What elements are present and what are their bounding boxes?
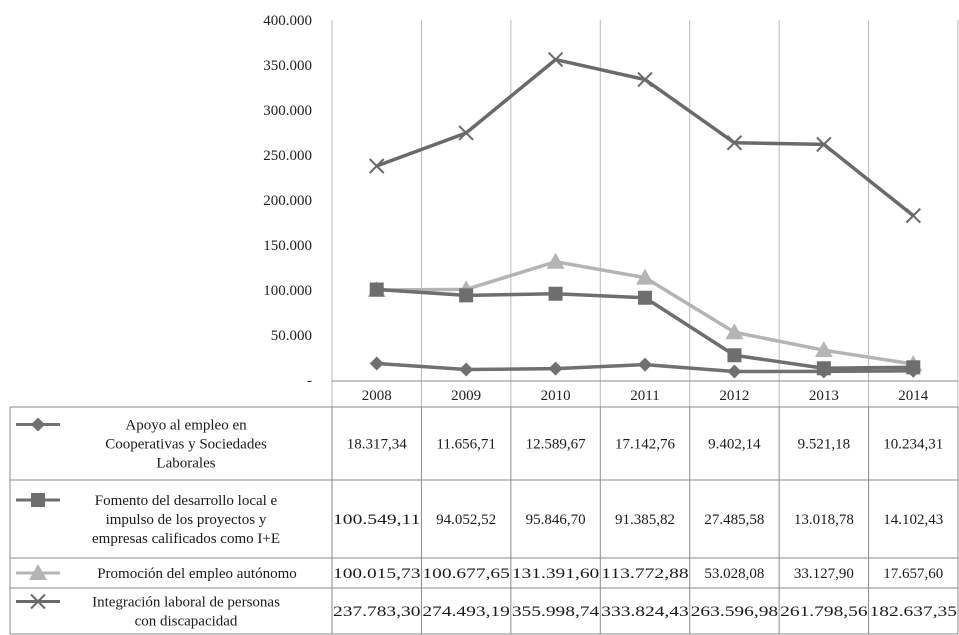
data-cell-value: 261.798,56: [780, 604, 868, 620]
legend-label: Cooperativas y Sociedades: [105, 437, 267, 453]
data-cell-value: 10.234,31: [883, 437, 943, 453]
data-cell-value: 11.656,71: [436, 437, 495, 453]
square-marker: [638, 290, 652, 305]
diamond-marker: [727, 364, 742, 379]
x-tick-label: 2008: [362, 388, 392, 404]
data-cell-value: 14.102,43: [883, 512, 943, 528]
triangle-marker: [636, 268, 654, 285]
triangle-marker: [725, 323, 744, 340]
data-cell-value: 113.772,88: [601, 566, 688, 582]
y-tick-label: -: [307, 373, 312, 389]
diamond-marker: [638, 357, 652, 372]
legend-label: impulso de los proyectos y: [106, 512, 267, 528]
square-marker: [548, 286, 563, 301]
data-cell-value: 274.493,19: [422, 604, 509, 620]
data-cell-value: 100.549,11: [333, 512, 420, 528]
y-axis: 400.000 350.000 300.000 250.000 200.000 150.0…: [263, 13, 312, 389]
data-cell-value: 53.028,08: [704, 566, 764, 582]
data-cell-value: 9.521,18: [798, 437, 851, 453]
data-cell-value: 18.317,34: [347, 437, 408, 453]
gridlines: [331, 20, 959, 407]
x-marker: [637, 71, 653, 88]
legend-label: Fomento del desarrollo local e: [95, 493, 278, 509]
square-marker: [906, 360, 921, 375]
legend-label: empresas calificados como I+E: [92, 531, 280, 547]
square-marker: [727, 348, 742, 363]
x-marker: [726, 135, 743, 151]
legend-label: Laborales: [156, 456, 215, 472]
data-cell-value: 94.052,52: [436, 512, 496, 528]
data-cell-value: 100.677,65: [422, 566, 509, 582]
diamond-marker: [548, 361, 563, 376]
square-marker: [369, 282, 384, 297]
diamond-marker: [31, 417, 45, 432]
x-marker: [30, 593, 46, 610]
legend-label: Promoción del empleo autónomo: [97, 566, 297, 582]
data-cell-value: 91.385,82: [615, 512, 675, 528]
y-tick-label: 150.000: [263, 238, 312, 254]
data-cell-value: 100.015,73: [333, 566, 420, 582]
data-cell-value: 182.637,35: [870, 604, 957, 620]
y-tick-label: 300.000: [263, 103, 312, 119]
data-cell-value: 12.589,67: [526, 437, 587, 453]
x-marker: [458, 125, 474, 141]
y-tick-label: 50.000: [271, 328, 312, 344]
x-marker: [905, 207, 921, 224]
data-cell-value: 131.391,60: [512, 566, 599, 582]
data-cell-value: 17.142,76: [615, 437, 676, 453]
data-cell-value: 95.846,70: [526, 512, 586, 528]
y-tick-label: 350.000: [263, 58, 312, 74]
data-cell-value: 17.657,60: [883, 566, 943, 582]
y-tick-label: 200.000: [263, 193, 312, 209]
y-tick-label: 100.000: [263, 283, 312, 299]
x-marker: [369, 158, 385, 174]
data-cell-value: 333.824,43: [601, 604, 688, 620]
square-marker: [459, 288, 474, 303]
x-tick-label: 2014: [898, 388, 929, 404]
series-line: [376, 57, 915, 217]
triangle-marker: [814, 341, 833, 358]
data-table: 2008 2009 2010 2011 2012 2013 2014 Apoyo al emp…: [9, 380, 959, 635]
legend-label: con discapacidad: [135, 614, 238, 630]
triangle-marker: [29, 564, 47, 580]
diamond-marker: [459, 362, 474, 377]
x-tick-label: 2011: [630, 388, 659, 404]
series-lines: [367, 51, 923, 379]
x-tick-label: 2012: [719, 388, 749, 404]
square-marker: [816, 361, 831, 376]
square-marker: [31, 493, 45, 507]
triangle-marker: [546, 252, 565, 269]
x-marker: [547, 51, 564, 68]
data-cell-value: 33.127,90: [794, 566, 854, 582]
data-cell-value: 263.596,98: [691, 604, 778, 620]
data-cell-value: 237.783,30: [333, 604, 420, 620]
diamond-marker: [369, 356, 384, 371]
legend-label: Apoyo al empleo en: [125, 418, 247, 434]
y-tick-label: 250.000: [263, 148, 312, 164]
y-tick-label: 400.000: [263, 13, 312, 29]
legend-label: Integración laboral de personas: [92, 595, 280, 611]
x-marker: [816, 136, 832, 153]
x-tick-label: 2009: [451, 388, 481, 404]
x-tick-label: 2013: [809, 388, 839, 404]
data-cell-value: 9.402,14: [708, 437, 761, 453]
data-cell-value: 27.485,58: [704, 512, 764, 528]
data-cell-value: 355.998,74: [512, 604, 600, 620]
x-tick-label: 2010: [541, 388, 571, 404]
data-cell-value: 13.018,78: [794, 512, 854, 528]
